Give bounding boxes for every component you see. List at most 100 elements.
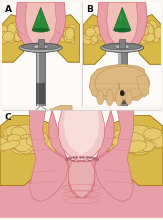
Ellipse shape: [142, 31, 148, 41]
Ellipse shape: [92, 29, 99, 37]
Bar: [36, 83, 45, 104]
Ellipse shape: [7, 134, 22, 145]
Polygon shape: [107, 2, 138, 47]
Ellipse shape: [111, 137, 141, 149]
Ellipse shape: [91, 35, 100, 41]
Ellipse shape: [103, 43, 142, 50]
Ellipse shape: [121, 129, 139, 144]
Ellipse shape: [11, 32, 22, 42]
Ellipse shape: [143, 33, 150, 43]
Ellipse shape: [58, 25, 66, 37]
Polygon shape: [2, 15, 28, 62]
Ellipse shape: [65, 34, 74, 42]
Polygon shape: [89, 64, 147, 101]
Polygon shape: [97, 2, 147, 54]
Ellipse shape: [8, 128, 27, 143]
Ellipse shape: [32, 28, 49, 32]
Ellipse shape: [112, 132, 139, 147]
Ellipse shape: [82, 33, 93, 45]
Ellipse shape: [121, 132, 145, 149]
Ellipse shape: [15, 32, 22, 42]
Ellipse shape: [35, 138, 62, 154]
Ellipse shape: [143, 31, 154, 44]
Ellipse shape: [124, 125, 150, 137]
Ellipse shape: [3, 127, 17, 139]
Polygon shape: [53, 15, 80, 62]
Ellipse shape: [65, 27, 75, 38]
Bar: [37, 83, 39, 104]
Ellipse shape: [133, 131, 163, 141]
Ellipse shape: [89, 25, 96, 35]
Ellipse shape: [145, 28, 154, 37]
Ellipse shape: [146, 33, 155, 42]
Ellipse shape: [143, 133, 163, 148]
Ellipse shape: [127, 136, 143, 147]
Ellipse shape: [4, 138, 33, 150]
Ellipse shape: [12, 142, 41, 150]
Ellipse shape: [147, 21, 158, 33]
Ellipse shape: [147, 36, 154, 43]
Ellipse shape: [92, 25, 102, 36]
Ellipse shape: [89, 35, 98, 43]
Ellipse shape: [96, 33, 105, 41]
Text: C: C: [5, 113, 12, 122]
Ellipse shape: [137, 129, 163, 144]
Ellipse shape: [33, 132, 48, 146]
Ellipse shape: [64, 27, 70, 36]
Ellipse shape: [65, 31, 73, 43]
Ellipse shape: [11, 142, 40, 151]
Ellipse shape: [33, 44, 48, 49]
Ellipse shape: [58, 34, 69, 42]
Ellipse shape: [139, 141, 154, 151]
Text: B: B: [86, 5, 93, 14]
Ellipse shape: [14, 125, 36, 135]
Ellipse shape: [156, 28, 161, 35]
Ellipse shape: [2, 31, 14, 42]
Ellipse shape: [119, 13, 122, 22]
Ellipse shape: [142, 34, 152, 41]
Ellipse shape: [113, 132, 132, 143]
Ellipse shape: [116, 89, 123, 106]
Ellipse shape: [127, 139, 156, 150]
Polygon shape: [135, 15, 161, 64]
Ellipse shape: [92, 36, 98, 43]
Polygon shape: [16, 2, 66, 54]
Ellipse shape: [95, 66, 150, 99]
Ellipse shape: [7, 23, 16, 36]
Circle shape: [120, 91, 124, 96]
Ellipse shape: [65, 32, 75, 40]
Ellipse shape: [125, 90, 132, 104]
Bar: [37, 48, 39, 106]
Ellipse shape: [9, 35, 15, 41]
Ellipse shape: [68, 32, 75, 44]
Ellipse shape: [94, 35, 104, 43]
Ellipse shape: [88, 33, 95, 41]
Ellipse shape: [147, 25, 154, 35]
Ellipse shape: [6, 125, 28, 139]
Ellipse shape: [65, 32, 71, 39]
Ellipse shape: [17, 138, 34, 154]
Ellipse shape: [153, 32, 160, 43]
Ellipse shape: [14, 139, 32, 152]
Ellipse shape: [17, 27, 25, 38]
Ellipse shape: [128, 135, 152, 149]
Ellipse shape: [12, 32, 21, 41]
Ellipse shape: [97, 90, 104, 104]
Ellipse shape: [144, 128, 162, 139]
Ellipse shape: [124, 141, 147, 152]
Polygon shape: [104, 115, 163, 185]
Ellipse shape: [19, 43, 62, 52]
Ellipse shape: [1, 33, 8, 44]
Ellipse shape: [91, 32, 98, 45]
Ellipse shape: [11, 22, 18, 30]
Ellipse shape: [126, 142, 153, 153]
Polygon shape: [114, 7, 131, 30]
Ellipse shape: [101, 43, 144, 52]
Ellipse shape: [16, 141, 35, 152]
Ellipse shape: [12, 25, 17, 33]
Polygon shape: [0, 134, 163, 218]
Ellipse shape: [145, 23, 154, 30]
Ellipse shape: [102, 140, 122, 150]
Ellipse shape: [112, 140, 131, 154]
Polygon shape: [64, 110, 99, 155]
